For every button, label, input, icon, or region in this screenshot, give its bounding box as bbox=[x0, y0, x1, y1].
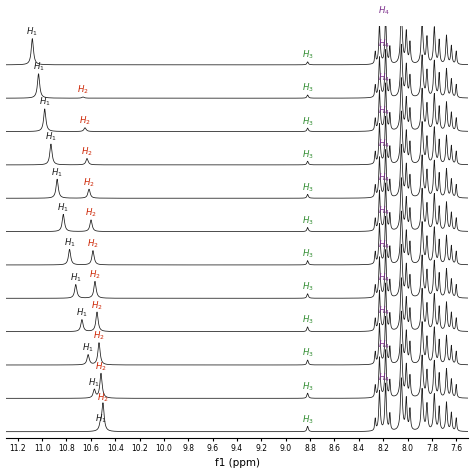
Text: $H_1$: $H_1$ bbox=[76, 307, 88, 319]
Text: $H_1$: $H_1$ bbox=[27, 26, 38, 38]
Text: $H_4$: $H_4$ bbox=[378, 138, 390, 150]
Text: $H_3$: $H_3$ bbox=[302, 413, 313, 426]
Text: $H_2$: $H_2$ bbox=[79, 115, 91, 127]
Text: $H_3$: $H_3$ bbox=[302, 281, 313, 293]
Text: $H_4$: $H_4$ bbox=[378, 338, 390, 351]
Text: $H_1$: $H_1$ bbox=[82, 342, 94, 354]
Text: $H_1$: $H_1$ bbox=[89, 377, 100, 390]
Text: $H_1$: $H_1$ bbox=[64, 237, 75, 249]
X-axis label: f1 (ppm): f1 (ppm) bbox=[215, 458, 259, 468]
Text: $H_4$: $H_4$ bbox=[378, 71, 390, 84]
Text: $H_1$: $H_1$ bbox=[39, 96, 51, 109]
Text: $H_4$: $H_4$ bbox=[378, 272, 390, 284]
Text: $H_2$: $H_2$ bbox=[95, 361, 107, 373]
Text: $H_3$: $H_3$ bbox=[302, 82, 313, 94]
Text: $H_1$: $H_1$ bbox=[33, 61, 45, 73]
Text: $H_3$: $H_3$ bbox=[302, 380, 313, 392]
Text: $H_3$: $H_3$ bbox=[302, 347, 313, 359]
Text: $H_2$: $H_2$ bbox=[87, 237, 99, 250]
Text: $H_3$: $H_3$ bbox=[302, 49, 313, 61]
Text: $H_4$: $H_4$ bbox=[378, 305, 390, 317]
Text: $H_2$: $H_2$ bbox=[77, 84, 89, 96]
Text: $H_2$: $H_2$ bbox=[93, 330, 105, 342]
Text: $H_3$: $H_3$ bbox=[302, 181, 313, 194]
Text: $H_1$: $H_1$ bbox=[95, 412, 107, 425]
Text: $H_1$: $H_1$ bbox=[51, 166, 63, 179]
Text: $H_3$: $H_3$ bbox=[302, 148, 313, 161]
Text: $H_3$: $H_3$ bbox=[302, 314, 313, 326]
Text: $H_2$: $H_2$ bbox=[83, 176, 95, 189]
Text: $H_1$: $H_1$ bbox=[57, 201, 69, 214]
Text: $H_3$: $H_3$ bbox=[302, 247, 313, 260]
Text: $H_4$: $H_4$ bbox=[378, 171, 390, 184]
Text: $H_1$: $H_1$ bbox=[70, 272, 82, 284]
Text: $H_1$: $H_1$ bbox=[45, 131, 57, 144]
Text: $H_4$: $H_4$ bbox=[378, 238, 390, 251]
Text: $H_4$: $H_4$ bbox=[378, 372, 390, 384]
Text: $H_2$: $H_2$ bbox=[91, 299, 103, 311]
Text: $H_2$: $H_2$ bbox=[89, 268, 101, 281]
Text: $H_2$: $H_2$ bbox=[81, 146, 93, 158]
Text: $H_3$: $H_3$ bbox=[302, 115, 313, 128]
Text: $H_4$: $H_4$ bbox=[378, 205, 390, 217]
Text: $H_2$: $H_2$ bbox=[97, 391, 109, 404]
Text: $H_3$: $H_3$ bbox=[302, 214, 313, 227]
Text: $H_4$: $H_4$ bbox=[378, 105, 390, 117]
Text: $H_4$: $H_4$ bbox=[378, 5, 390, 17]
Text: $H_4$: $H_4$ bbox=[378, 38, 390, 50]
Text: $H_2$: $H_2$ bbox=[85, 207, 97, 219]
